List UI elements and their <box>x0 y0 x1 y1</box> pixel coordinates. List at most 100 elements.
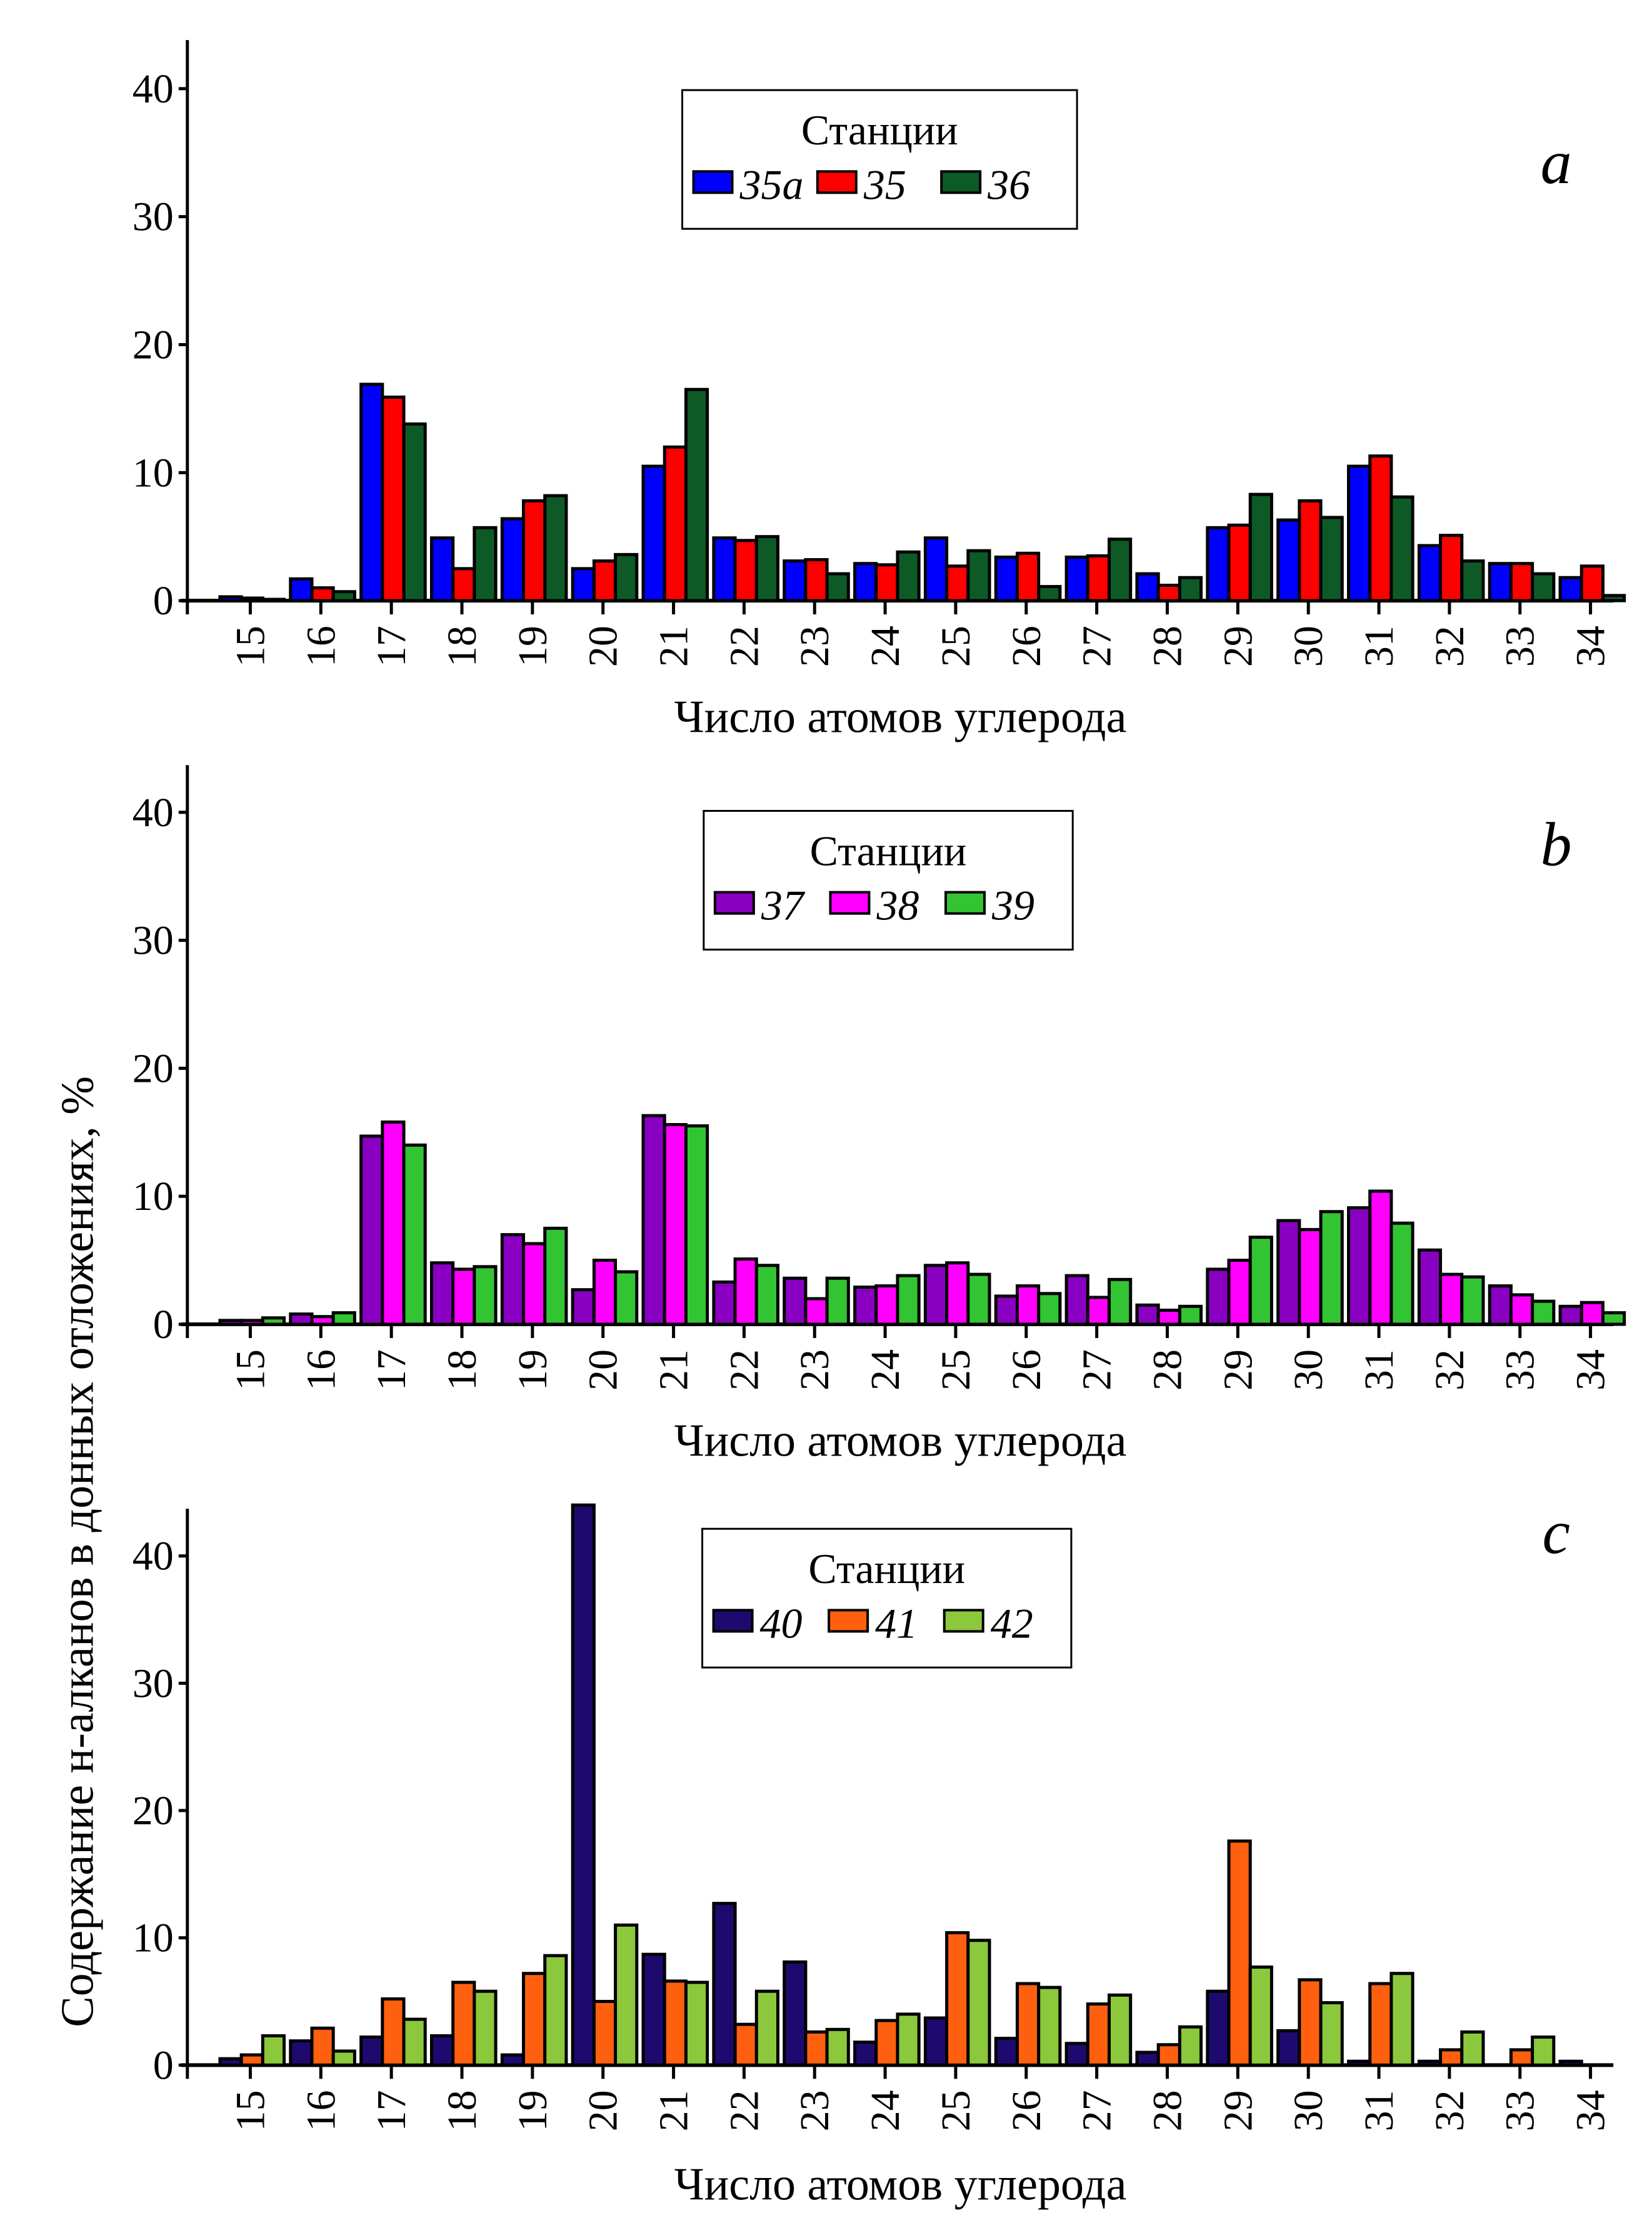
x-tick-label: 23 <box>792 1349 838 1391</box>
bar-39-25 <box>966 1272 991 1326</box>
bar-40-25 <box>923 2016 949 2067</box>
bar-38-27 <box>1086 1296 1111 1326</box>
bar-39-19 <box>543 1226 568 1326</box>
panel-letter: c <box>1542 1497 1569 1567</box>
x-tick-label: 30 <box>1286 626 1331 667</box>
bar-37-17 <box>359 1134 384 1326</box>
bar-35-16 <box>310 586 335 602</box>
bar-36-29 <box>1248 492 1273 602</box>
bar-37-19 <box>500 1233 526 1326</box>
x-tick-label: 22 <box>721 1349 767 1391</box>
bar-42-25 <box>966 1939 991 2067</box>
x-tick-label: 19 <box>510 626 556 667</box>
bar-41-20 <box>592 1999 618 2067</box>
bar-38-33 <box>1509 1293 1534 1326</box>
x-tick-label: 20 <box>581 2090 626 2131</box>
bar-35a-27 <box>1064 555 1089 602</box>
x-tick-label: 29 <box>1215 626 1261 667</box>
legend-title: Станции <box>810 827 967 874</box>
bar-40-19 <box>500 2053 526 2067</box>
legend-box <box>701 1527 1073 1669</box>
bar-41-17 <box>381 1997 406 2067</box>
bar-35a-15 <box>218 595 243 602</box>
x-tick-label: 18 <box>439 2090 485 2131</box>
y-tick-label: 40 <box>133 790 174 836</box>
bar-42-18 <box>473 1989 498 2067</box>
bar-36-28 <box>1178 576 1203 602</box>
bar-37-21 <box>641 1114 666 1326</box>
x-tick-label: 34 <box>1568 626 1614 667</box>
bar-40-24 <box>853 2041 878 2067</box>
x-tick-label: 33 <box>1498 1349 1543 1391</box>
bar-37-18 <box>429 1261 455 1326</box>
x-tick-label: 17 <box>369 626 414 667</box>
legend-label-35: 35 <box>863 161 906 208</box>
bar-35a-34 <box>1558 576 1583 602</box>
bar-35a-21 <box>641 464 666 602</box>
bar-42-31 <box>1389 1972 1414 2067</box>
bar-39-30 <box>1319 1210 1344 1326</box>
bar-38-25 <box>945 1261 970 1326</box>
legend-swatch-35a <box>692 170 734 194</box>
bar-36-17 <box>402 422 427 602</box>
x-tick-label: 22 <box>721 2090 767 2131</box>
bar-37-15 <box>218 1319 243 1326</box>
x-tick-label: 16 <box>298 2090 344 2131</box>
x-tick-label: 27 <box>1074 1349 1120 1391</box>
bar-36-25 <box>966 549 991 602</box>
bar-36-26 <box>1037 585 1062 602</box>
bar-42-17 <box>402 2017 427 2067</box>
bar-36-15 <box>261 597 286 602</box>
bar-42-16 <box>331 2049 356 2067</box>
x-tick-label: 23 <box>792 626 838 667</box>
bar-39-22 <box>754 1264 779 1326</box>
bar-41-30 <box>1298 1978 1323 2067</box>
legend-box <box>703 809 1074 951</box>
bar-40-32 <box>1417 2059 1443 2067</box>
bar-35a-26 <box>994 555 1019 602</box>
bar-42-32 <box>1460 2030 1485 2067</box>
y-tick-label: 30 <box>133 194 174 240</box>
legend-label-36: 36 <box>987 161 1030 208</box>
bar-39-18 <box>473 1265 498 1326</box>
x-tick-label: 28 <box>1145 626 1191 667</box>
x-tick-label: 25 <box>933 2090 979 2131</box>
bar-37-20 <box>571 1288 596 1326</box>
bar-35-21 <box>663 445 688 602</box>
legend-swatch-35 <box>816 170 858 194</box>
bar-35-19 <box>522 499 547 602</box>
bar-42-33 <box>1531 2036 1556 2067</box>
y-tick-label: 20 <box>133 1788 174 1834</box>
bar-35a-18 <box>429 536 455 602</box>
y-tick-label: 30 <box>133 1661 174 1706</box>
bar-42-15 <box>261 2034 286 2067</box>
bar-41-19 <box>522 1972 547 2067</box>
bar-39-21 <box>684 1124 709 1326</box>
bar-37-22 <box>712 1280 737 1326</box>
x-tick-label: 26 <box>1004 626 1049 667</box>
bar-41-25 <box>945 1931 970 2067</box>
bar-36-16 <box>331 590 356 602</box>
bar-36-20 <box>614 552 639 602</box>
bar-37-25 <box>923 1264 949 1326</box>
bar-37-23 <box>783 1276 808 1326</box>
x-tick-label: 17 <box>369 1349 414 1391</box>
bar-39-28 <box>1178 1304 1203 1326</box>
panel-c: 0 10 20 30 40 15 16 17 18 19 20 21 22 23 24 25 26 27 28 29 3… <box>133 1497 1614 2210</box>
bar-35-18 <box>451 567 476 602</box>
x-axis-title: Число атомов углерода <box>674 2159 1127 2210</box>
bar-41-18 <box>451 1981 476 2067</box>
bar-39-16 <box>331 1311 356 1326</box>
bar-38-34 <box>1579 1301 1604 1326</box>
bar-41-29 <box>1227 1839 1252 2067</box>
bar-35a-16 <box>289 577 314 602</box>
bar-40-27 <box>1064 2042 1089 2067</box>
y-tick-label: 10 <box>133 450 174 496</box>
legend-swatch-42 <box>943 1609 984 1633</box>
bar-35a-31 <box>1347 464 1372 602</box>
bar-40-26 <box>994 2037 1019 2067</box>
bar-39-33 <box>1531 1299 1556 1326</box>
x-tick-label: 30 <box>1286 1349 1331 1391</box>
y-axis-title: Содержание н-алканов в донных отложениях… <box>53 1076 104 2027</box>
bar-41-24 <box>874 2019 899 2067</box>
